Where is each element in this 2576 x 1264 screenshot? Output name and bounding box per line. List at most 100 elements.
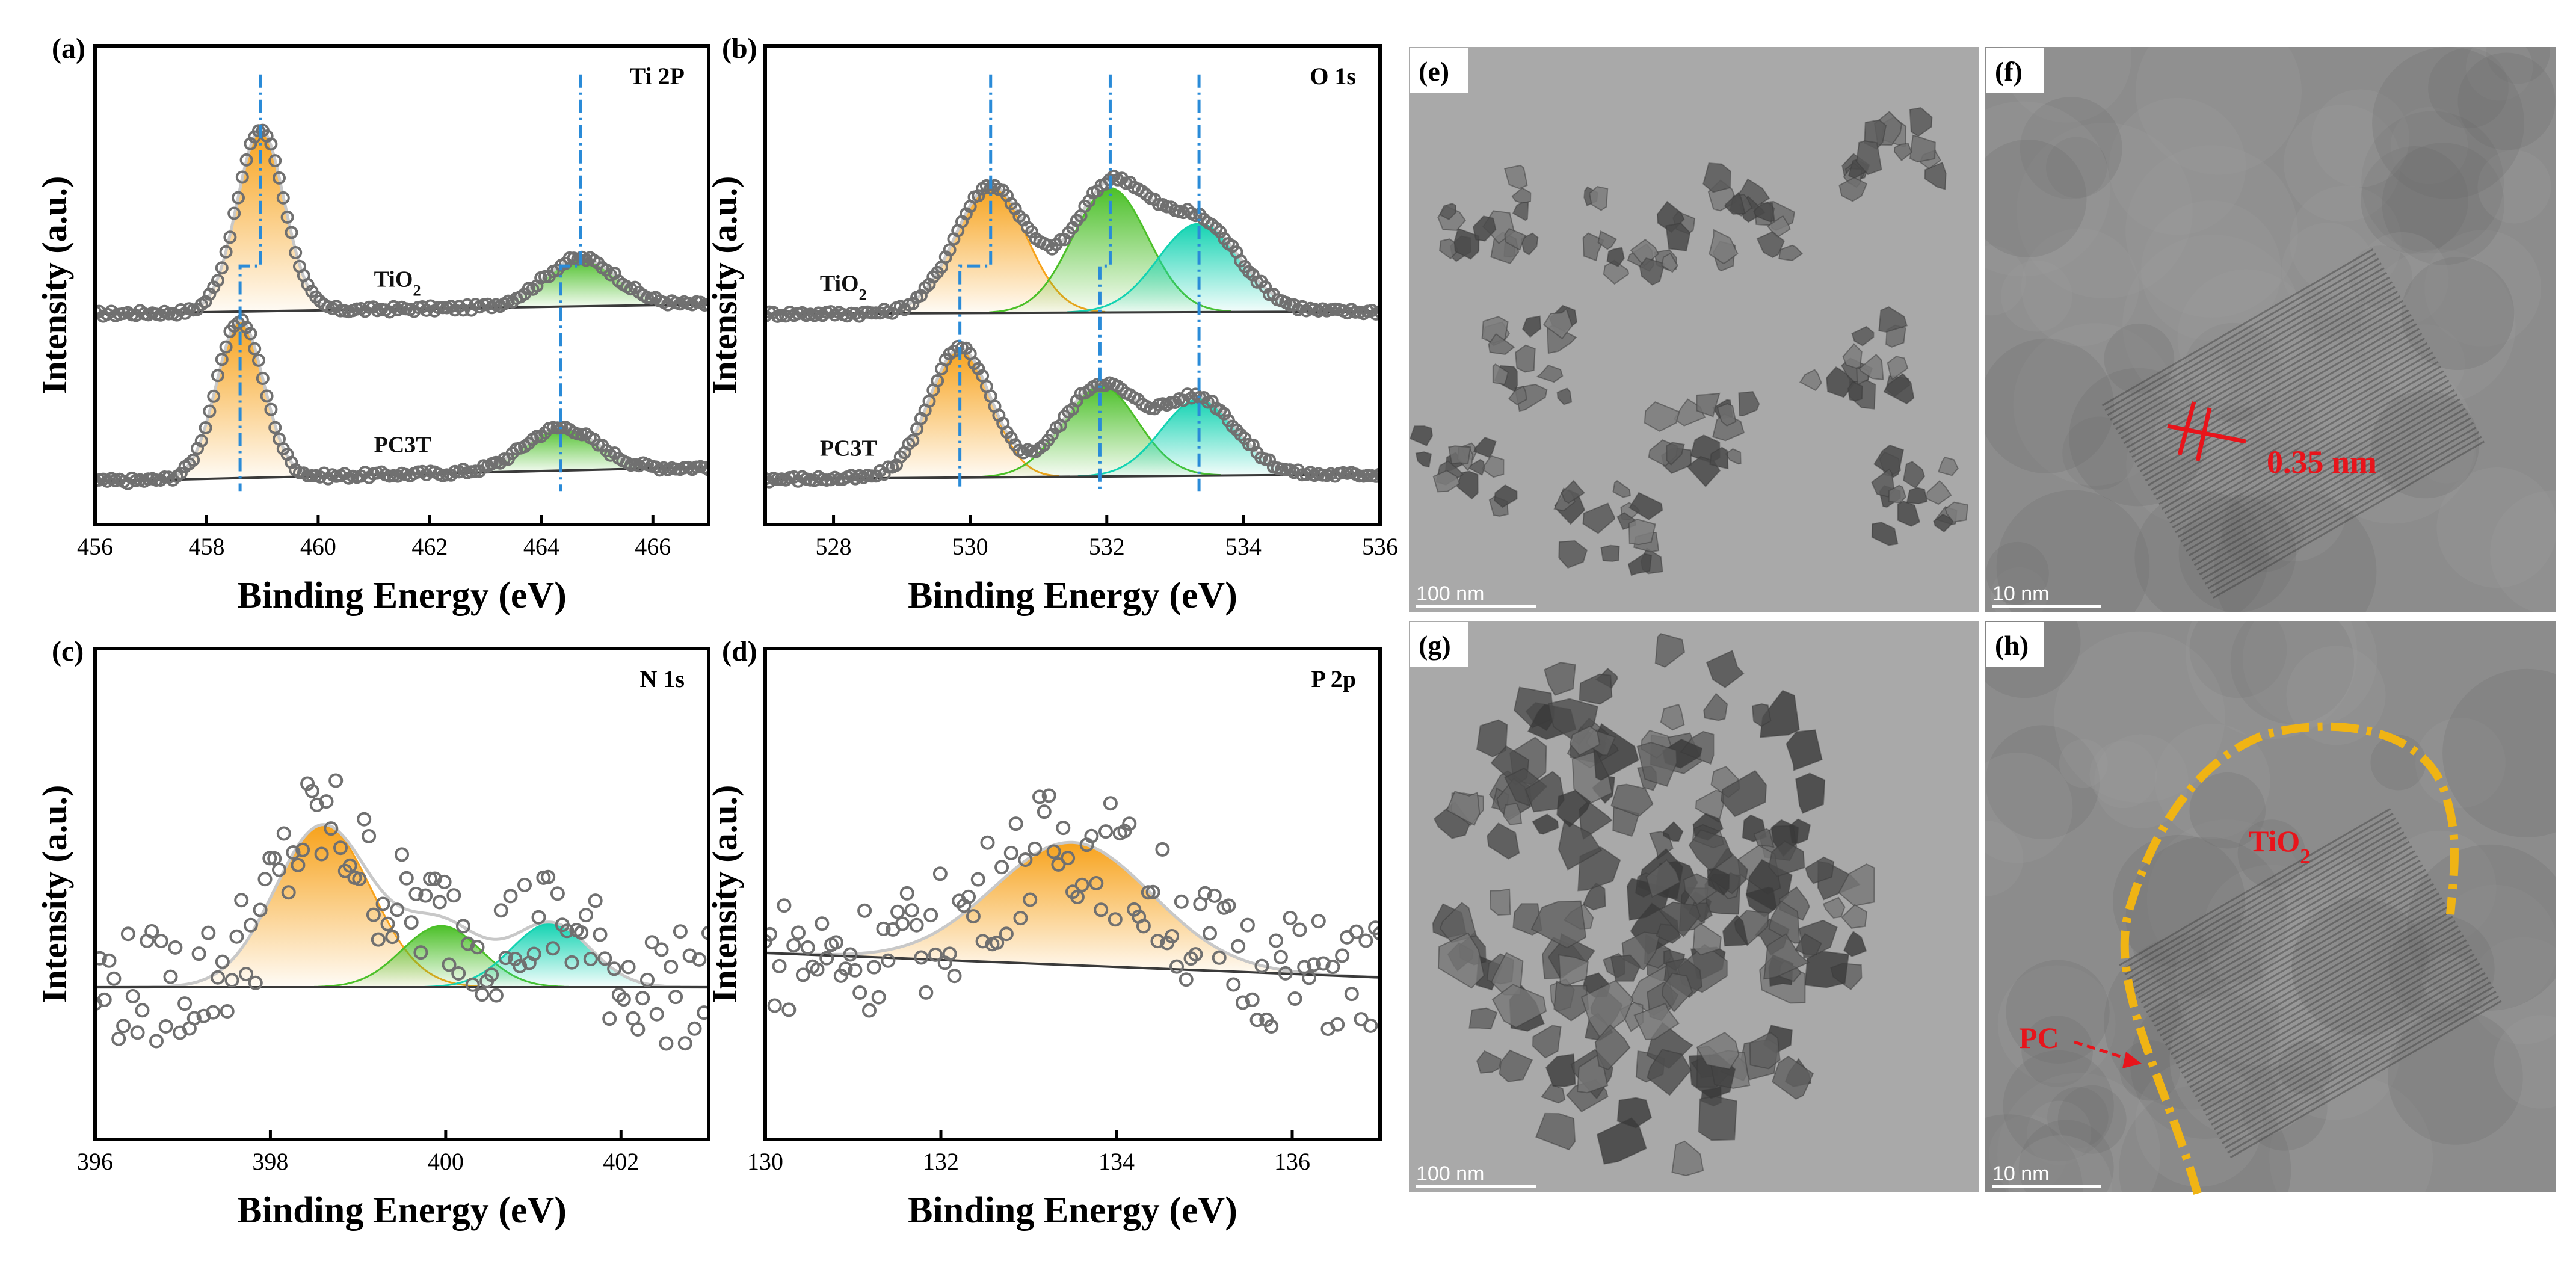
data-point [1264, 1019, 1279, 1034]
data-point [395, 847, 409, 862]
data-point [871, 990, 886, 1005]
nanoparticle [1503, 803, 1523, 825]
axes-frame [763, 44, 1382, 526]
data-point [562, 251, 576, 265]
data-point [390, 902, 405, 917]
contrast-region [2401, 257, 2515, 370]
data-point [857, 903, 872, 918]
contrast-region [2433, 884, 2557, 1010]
nanoparticle [1858, 354, 1884, 381]
contrast-region [2202, 865, 2338, 1001]
nanoparticle [1666, 442, 1685, 466]
fringe-line [2195, 939, 2467, 1097]
tem-frame [1407, 45, 1982, 615]
x-tick-label: 460 [300, 533, 336, 560]
fringe-line [2229, 1000, 2502, 1159]
nanoparticle [1709, 446, 1729, 470]
nanoparticle [1702, 162, 1731, 193]
nanoparticle [1448, 445, 1471, 464]
data-point [375, 896, 390, 911]
nanoparticle [1432, 470, 1461, 493]
data-point [162, 307, 176, 321]
fringe-line [2157, 874, 2429, 1032]
contrast-region [2286, 646, 2386, 745]
fringe-line [2150, 333, 2423, 491]
data-point [1070, 890, 1085, 904]
data-point [442, 957, 457, 972]
data-point [1084, 828, 1099, 843]
x-axis-label: Binding Energy (eV) [237, 1190, 567, 1231]
nanoparticle [1472, 215, 1497, 242]
nanoparticle [1628, 492, 1663, 520]
data-point [828, 935, 843, 950]
contrast-region [2186, 620, 2358, 739]
data-point [437, 874, 452, 889]
data-point [1061, 851, 1076, 866]
nanoparticle [1582, 882, 1606, 911]
nanoparticle [1696, 1032, 1740, 1070]
tem-panel-h: (h) 10 nm TiO2 PC [1983, 618, 2558, 1195]
data-point [602, 1011, 617, 1026]
measure-line [2167, 424, 2246, 444]
fringe-line [2213, 972, 2486, 1130]
data-point [186, 1011, 202, 1026]
data-point [239, 153, 253, 167]
data-point [579, 908, 593, 923]
nanoparticle [1838, 177, 1868, 202]
nanoparticle [1799, 369, 1822, 392]
data-point [95, 473, 102, 487]
fringe-line [2204, 427, 2477, 585]
scale-bar-label: 10 nm [1992, 1162, 2050, 1185]
fringe-line [2188, 398, 2460, 556]
fringe-line [2131, 300, 2404, 458]
y-axis-label: Intensity (a.u.) [35, 176, 74, 395]
data-point [838, 961, 853, 976]
nanoparticle [1446, 791, 1481, 826]
nanoparticle [1805, 856, 1835, 884]
fringe-line [2143, 850, 2415, 1008]
data-point [593, 927, 608, 942]
data-point [257, 872, 273, 887]
nanoparticle [1897, 500, 1921, 527]
fringe-line [2130, 827, 2402, 985]
data-point [219, 340, 233, 354]
nanoparticle [1545, 1053, 1576, 1087]
contrast-region [1984, 1114, 2083, 1194]
series-label-1: PC3T [820, 436, 877, 461]
data-point [95, 951, 107, 966]
data-point [702, 463, 709, 476]
data-point [276, 826, 291, 841]
contrast-region [2021, 228, 2139, 347]
fringe-line [2196, 412, 2469, 571]
contrast-region [2057, 1085, 2127, 1154]
data-point [890, 904, 905, 919]
contrast-region [2178, 495, 2296, 612]
nanoparticle [1437, 932, 1485, 989]
contrast-region [2046, 137, 2107, 199]
data-point [324, 821, 339, 836]
nanoparticle [1909, 107, 1933, 137]
fringe-line [2148, 328, 2420, 487]
data-point [215, 353, 229, 366]
contrast-region [2134, 490, 2269, 614]
fringe-line [2154, 869, 2426, 1028]
fringe-line [2202, 422, 2474, 580]
fringe-line [2191, 403, 2464, 561]
data-point [211, 970, 225, 985]
data-point [574, 925, 589, 940]
nanoparticle [1888, 484, 1906, 504]
y-axis-label: Intensity (a.u.) [35, 785, 74, 1003]
data-point [451, 966, 466, 981]
data-point [253, 902, 268, 917]
nanoparticle [1841, 904, 1868, 929]
contrast-region [2047, 1087, 2109, 1148]
series-label-0: TiO2 [374, 267, 421, 300]
panel-c: 396 398 400 402 Binding Energy (eV) Intensity… [35, 635, 710, 1231]
nanoparticle [1724, 191, 1746, 215]
nanoparticle [1503, 164, 1528, 190]
data-point [1249, 1013, 1265, 1028]
contrast-region [2054, 631, 2225, 803]
data-point [168, 940, 183, 955]
fringe-line [2126, 291, 2399, 449]
data-point [1373, 926, 1380, 941]
